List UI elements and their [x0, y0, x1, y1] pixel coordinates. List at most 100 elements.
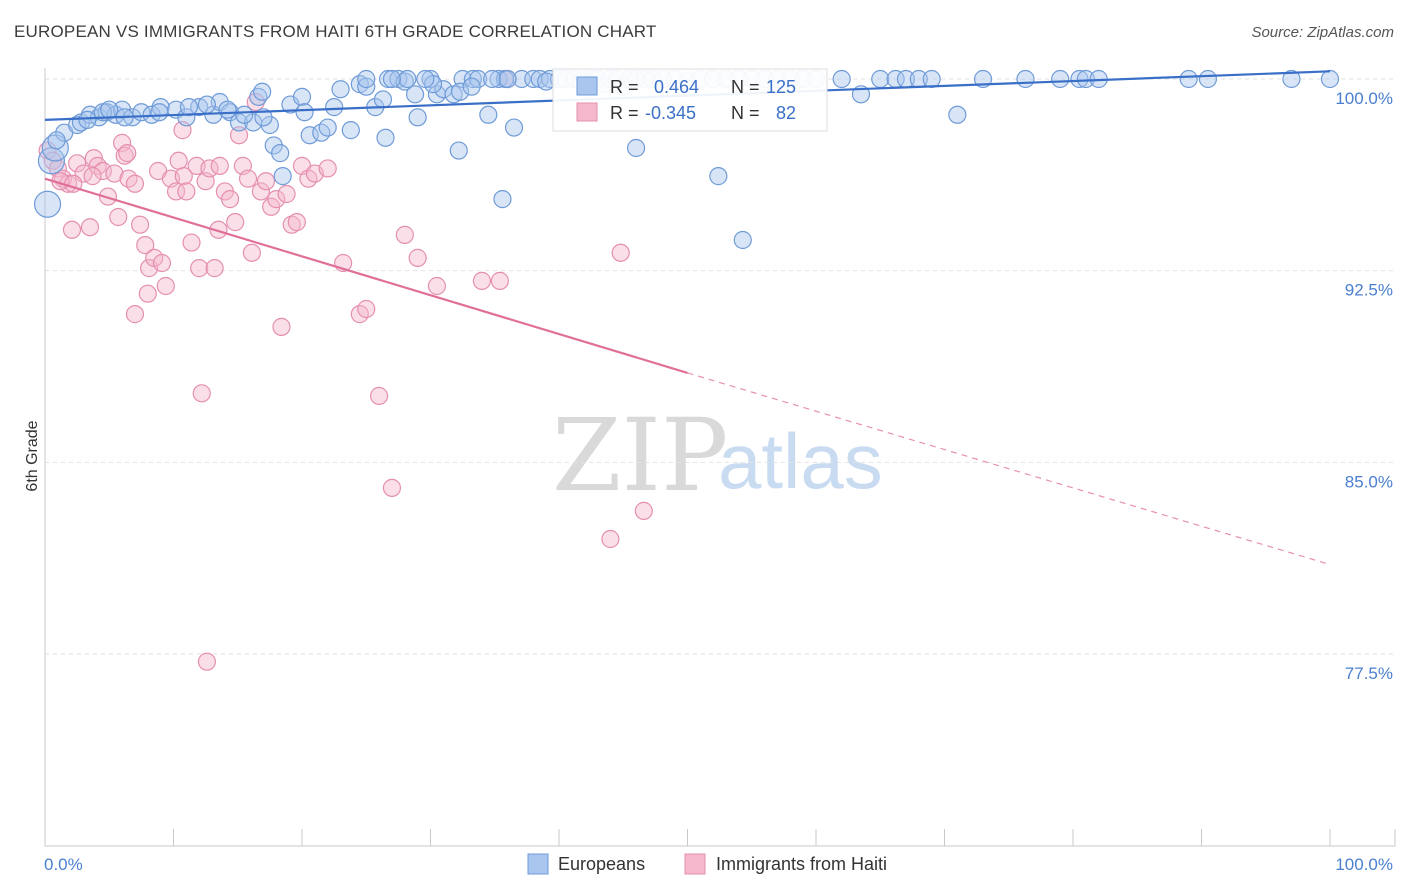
european-point [421, 69, 440, 89]
haiti-point [174, 167, 193, 186]
haiti-point [156, 276, 175, 296]
european-point [1016, 69, 1035, 89]
haiti-point [197, 652, 217, 671]
y-tick-label: 92.5% [1345, 281, 1393, 300]
haiti-trend-line [44, 177, 688, 374]
haiti-point [138, 284, 157, 303]
haiti-point [83, 167, 102, 186]
haiti-trend-line-projection [687, 372, 1331, 566]
european-point [341, 121, 360, 140]
haiti-point [115, 146, 134, 165]
y-tick-label: 100.0% [1335, 89, 1393, 108]
haiti-point [125, 305, 145, 324]
haiti-point [62, 220, 82, 239]
haiti-point [238, 169, 258, 188]
y-tick-labels: 100.0% 92.5% 85.0% 77.5% [1335, 89, 1393, 683]
haiti-point [287, 213, 306, 232]
legend-swatch-europeans [527, 853, 549, 875]
european-point [733, 230, 752, 250]
european-point [948, 105, 967, 124]
legend-label-haiti: Immigrants from Haiti [716, 854, 887, 874]
european-point [382, 69, 402, 89]
european-point [463, 69, 483, 89]
european-point [357, 69, 376, 89]
european-point [483, 69, 502, 89]
y-tick-label: 85.0% [1345, 472, 1393, 491]
european-point [357, 77, 376, 96]
european-point [450, 82, 470, 101]
european-point [254, 108, 273, 127]
european-point [1179, 69, 1198, 89]
european-point [33, 190, 62, 218]
watermark-atlas: atlas [718, 417, 883, 505]
european-point [479, 105, 498, 124]
european-point [871, 69, 890, 89]
haiti-point [177, 182, 196, 201]
haiti-point [242, 243, 261, 262]
european-point [416, 69, 435, 89]
haiti-points [38, 69, 653, 671]
european-point [150, 103, 169, 122]
european-point [1320, 69, 1340, 89]
source-credit: Source: ZipAtlas.com [1251, 24, 1394, 41]
haiti-point [251, 182, 270, 201]
haiti-point [210, 156, 229, 175]
european-point [197, 95, 217, 114]
haiti-point [357, 299, 376, 319]
european-point [47, 131, 66, 150]
haiti-point [220, 190, 240, 209]
haiti-point [601, 529, 620, 549]
haiti-point [205, 259, 224, 278]
haiti-point [472, 271, 491, 290]
x-tick-label-max: 100.0% [1335, 855, 1393, 874]
european-point [325, 98, 344, 117]
y-axis-label: 6th Grade [24, 420, 41, 491]
stats-r-label-ht: R = [610, 103, 639, 123]
haiti-point [246, 92, 265, 112]
european-point [300, 126, 319, 145]
haiti-point [408, 248, 427, 267]
haiti-point [209, 220, 228, 239]
haiti-point [190, 259, 209, 278]
european-point [78, 110, 97, 129]
haiti-point [382, 478, 402, 497]
x-tick-label-min: 0.0% [44, 855, 83, 874]
european-point [100, 100, 119, 119]
european-point [1198, 69, 1218, 89]
european-point [273, 167, 292, 186]
haiti-point [68, 154, 87, 173]
stats-n-label-eu: N = [731, 77, 760, 97]
haiti-point [256, 172, 276, 191]
european-point [1076, 69, 1095, 89]
stats-r-value-eu: 0.464 [654, 77, 699, 97]
x-axis-ticks [44, 829, 1396, 846]
european-point [832, 69, 851, 89]
haiti-point [427, 276, 447, 296]
european-point [373, 90, 393, 109]
european-point [41, 134, 69, 162]
european-point [1282, 69, 1301, 89]
stats-n-value-eu: 125 [766, 77, 796, 97]
haiti-point [282, 215, 301, 234]
european-point [626, 138, 646, 158]
european-point [253, 82, 272, 101]
haiti-point [267, 190, 286, 209]
haiti-point [611, 243, 630, 262]
european-point [537, 72, 556, 91]
haiti-point [125, 174, 145, 193]
haiti-point [226, 213, 245, 232]
haiti-point [130, 215, 150, 234]
european-point [292, 87, 312, 106]
european-point [331, 80, 350, 99]
european-point [295, 103, 314, 122]
european-point [376, 128, 395, 147]
haiti-point [118, 144, 137, 163]
haiti-point [152, 253, 172, 273]
haiti-point [169, 151, 188, 170]
haiti-point [634, 501, 653, 520]
european-point [218, 100, 237, 119]
legend: Europeans Immigrants from Haiti [527, 853, 887, 875]
european-point [922, 69, 941, 89]
european-point [449, 141, 468, 160]
european-point [498, 69, 517, 89]
